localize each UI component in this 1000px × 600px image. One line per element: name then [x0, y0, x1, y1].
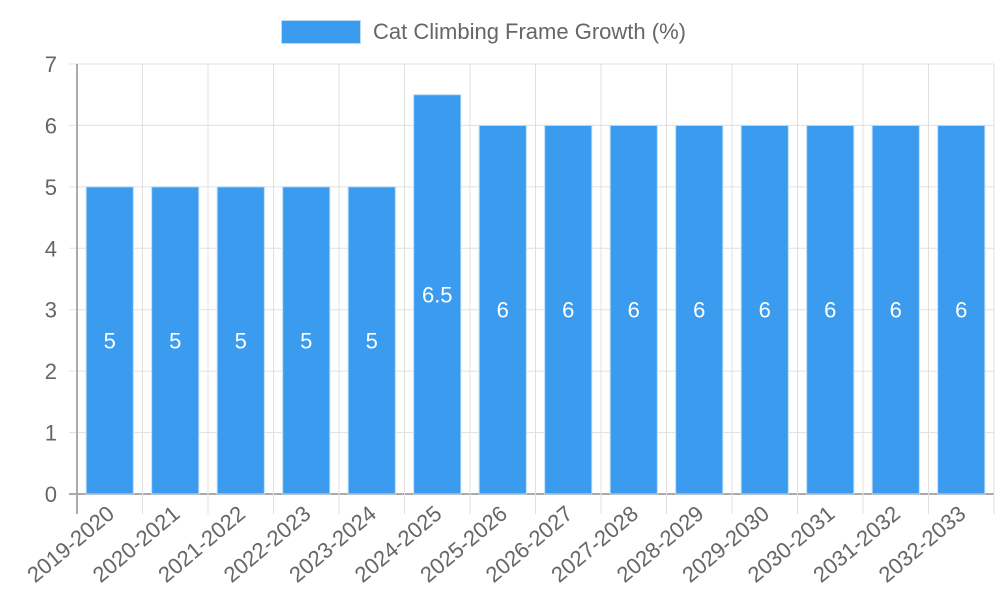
bar-value-label: 6: [890, 298, 902, 323]
y-tick-label: 5: [45, 175, 57, 200]
grid-lines: [69, 63, 995, 514]
chart-legend[interactable]: Cat Climbing Frame Growth (%): [281, 19, 686, 45]
y-tick-label: 7: [45, 52, 57, 77]
bar-value-label: 6: [562, 298, 574, 323]
bar-value-label: 6: [497, 298, 509, 323]
bars: 5 5 5 5 5 6.5 6 6 6 6 6 6 6 6: [85, 94, 986, 495]
bar-value-label: 5: [104, 328, 116, 353]
y-tick-label: 4: [45, 236, 57, 261]
bar: [282, 186, 331, 495]
bar-value-label: 6: [759, 298, 771, 323]
bar-value-label: 6.5: [422, 282, 453, 307]
bar: [740, 124, 789, 495]
bar: [675, 124, 724, 495]
legend-swatch: [281, 20, 361, 44]
bar: [871, 124, 920, 495]
y-tick-label: 0: [45, 482, 57, 507]
bar-value-label: 6: [824, 298, 836, 323]
bar: [478, 124, 527, 495]
y-tick-label: 2: [45, 359, 57, 384]
legend-label: Cat Climbing Frame Growth (%): [373, 19, 686, 44]
bar: [609, 124, 658, 495]
bar: [413, 94, 462, 495]
bar-value-label: 5: [169, 328, 181, 353]
bar: [151, 186, 200, 495]
y-tick-label: 1: [45, 421, 57, 446]
bar-value-label: 5: [366, 328, 378, 353]
bar-value-label: 6: [955, 298, 967, 323]
bar: [806, 124, 855, 495]
bar: [347, 186, 396, 495]
y-tick-label: 3: [45, 298, 57, 323]
bar-value-label: 6: [628, 298, 640, 323]
bar: [544, 124, 593, 495]
bar-value-label: 5: [235, 328, 247, 353]
bar: [85, 186, 134, 495]
bar-value-label: 5: [300, 328, 312, 353]
bar: [216, 186, 265, 495]
bar-value-label: 6: [693, 298, 705, 323]
y-tick-label: 6: [45, 113, 57, 138]
bar: [937, 124, 986, 495]
